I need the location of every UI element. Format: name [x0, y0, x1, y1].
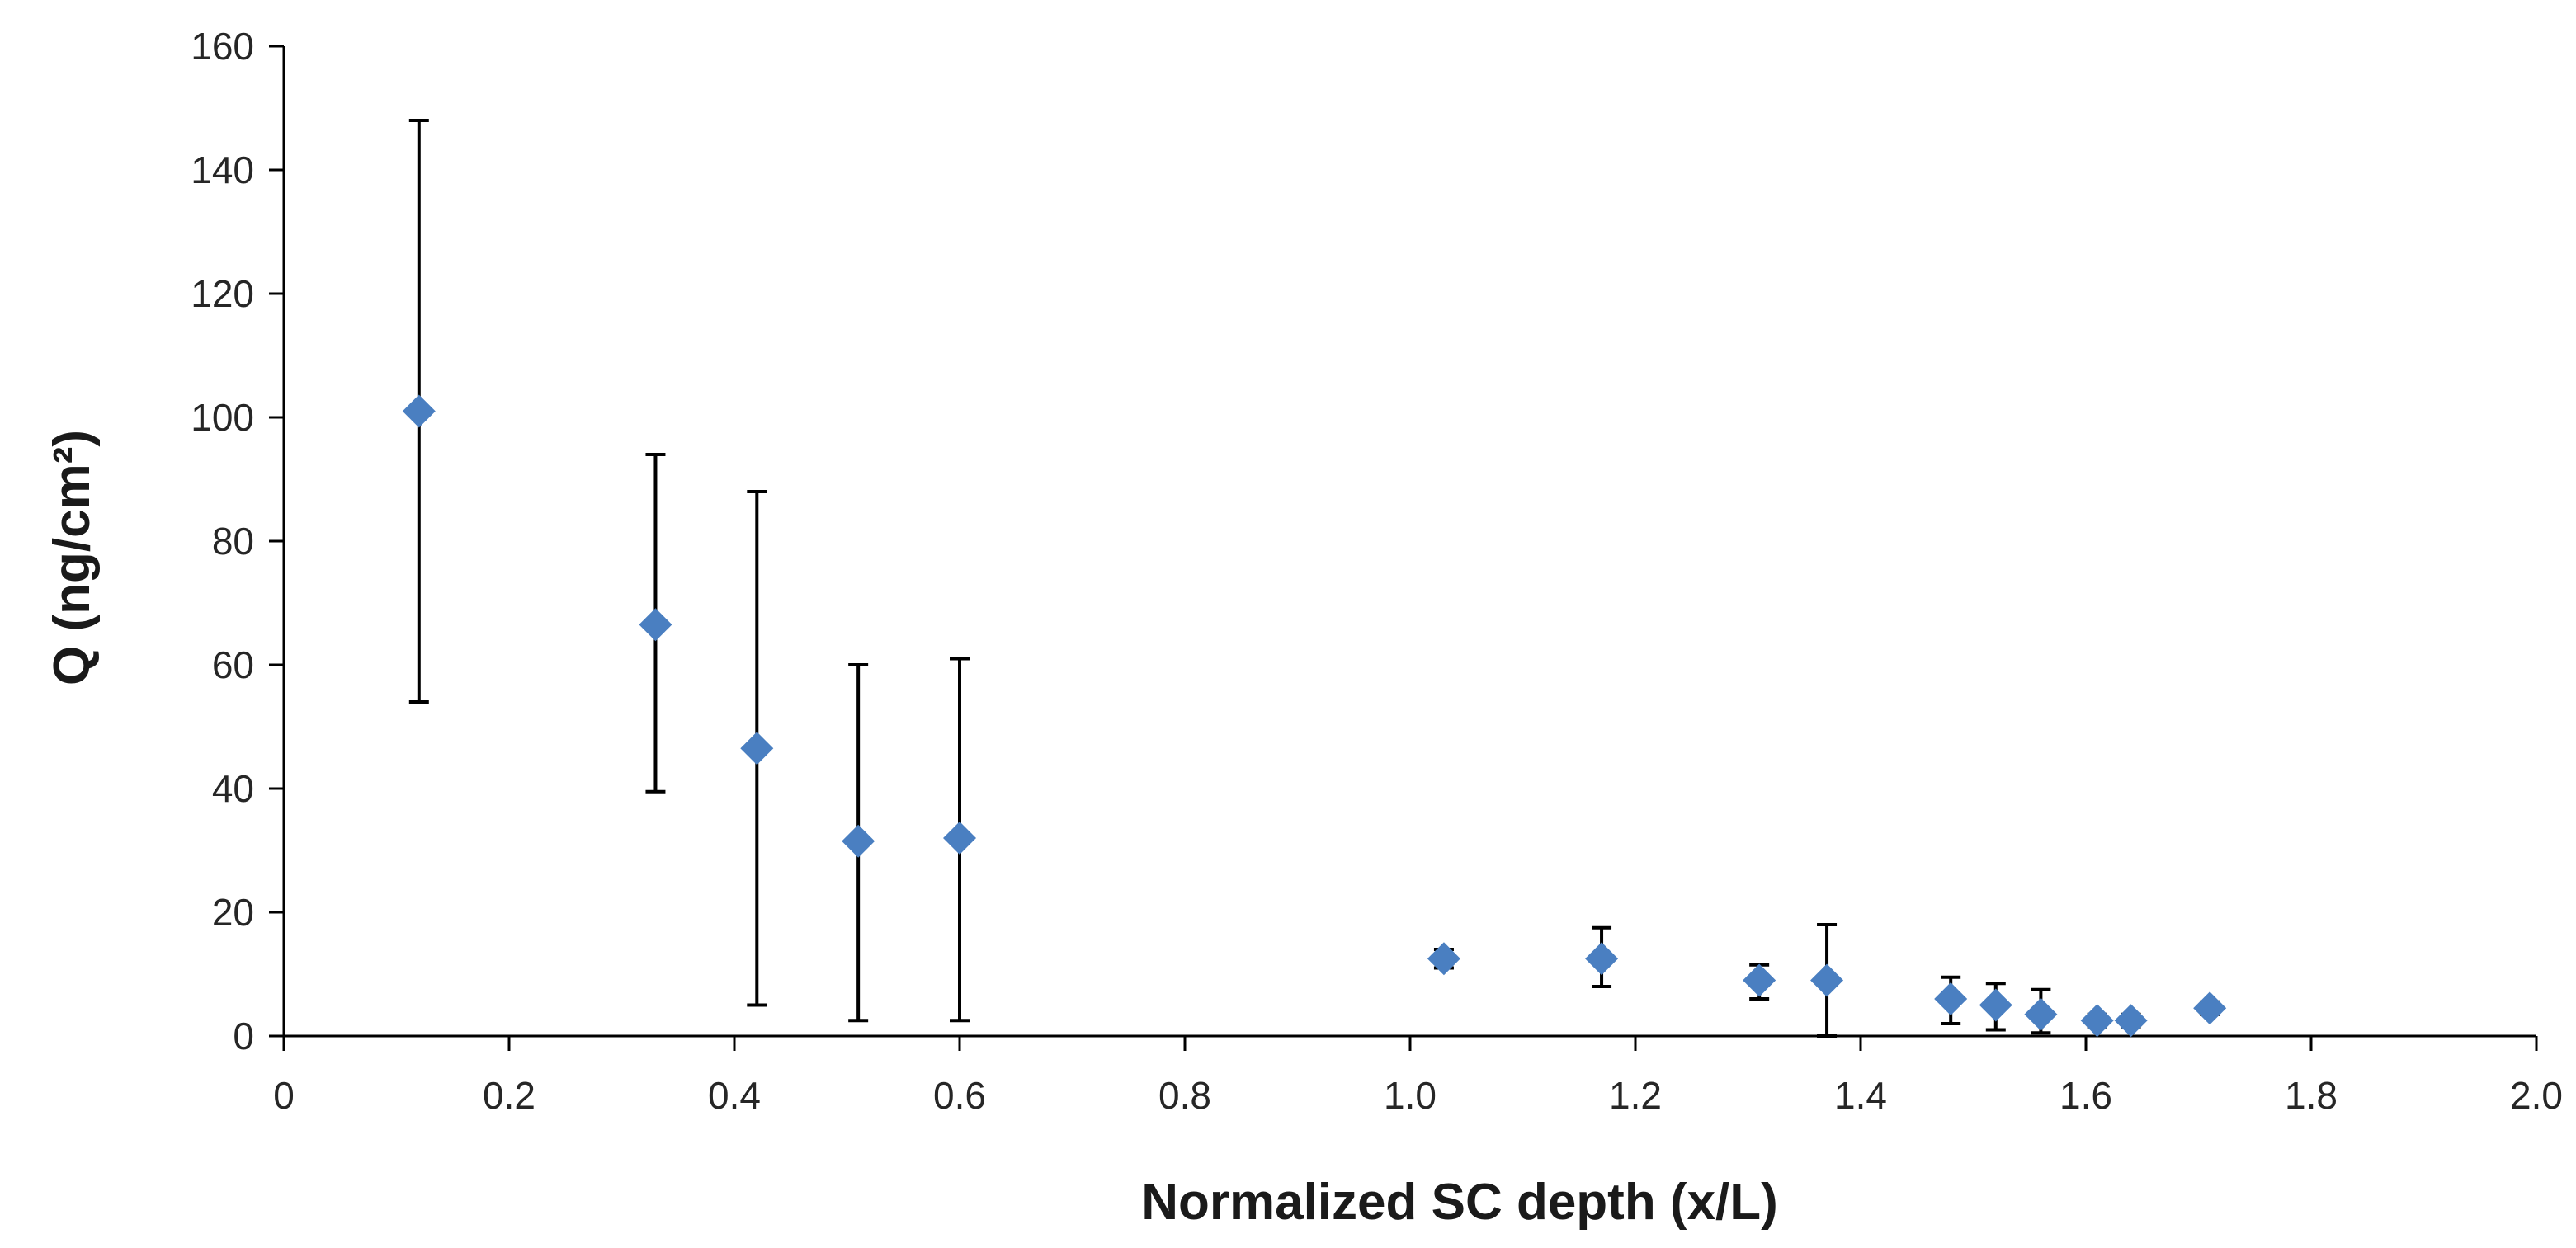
x-tick-label: 0.6	[933, 1074, 986, 1117]
data-point-marker	[639, 608, 672, 642]
x-tick-label: 0.8	[1158, 1074, 1211, 1117]
y-tick-label: 60	[212, 643, 254, 686]
data-point-marker	[2080, 1004, 2114, 1038]
y-tick-label: 80	[212, 520, 254, 563]
data-point-marker	[1979, 988, 2012, 1022]
x-tick-label: 1.8	[2285, 1074, 2338, 1117]
x-axis-ticks: 0 0.2 0.4 0.6 0.8 1.0 1.2 1.4 1.6 1.8 2.0	[273, 1036, 2563, 1117]
data-point-marker	[740, 732, 774, 765]
y-tick-label: 100	[191, 396, 254, 439]
y-tick-label: 120	[191, 272, 254, 315]
y-tick-label: 0	[233, 1015, 254, 1057]
y-axis-title: Q (ng/cm²)	[44, 430, 101, 685]
data-point-marker	[2024, 997, 2058, 1031]
x-axis-title: Normalized SC depth (x/L)	[1141, 1174, 1778, 1231]
data-point-marker	[943, 822, 976, 855]
y-axis-ticks: 0 20 40 60 80 100 120 140 160	[191, 25, 284, 1057]
data-point-marker	[2114, 1004, 2148, 1038]
x-tick-label: 0.2	[483, 1074, 535, 1117]
data-point-marker	[1810, 963, 1844, 997]
data-point-marker	[1427, 942, 1460, 976]
data-point-marker	[1743, 963, 1776, 997]
y-tick-label: 20	[212, 891, 254, 934]
error-bars	[408, 119, 2220, 1038]
data-point-marker	[842, 824, 875, 858]
data-point-marker	[2193, 991, 2227, 1025]
x-tick-label: 1.6	[2059, 1074, 2112, 1117]
y-tick-label: 140	[191, 148, 254, 191]
data-markers	[402, 394, 2227, 1038]
x-tick-label: 1.4	[1834, 1074, 1887, 1117]
x-tick-label: 0.4	[708, 1074, 761, 1117]
data-point-marker	[402, 394, 436, 428]
x-tick-label: 1.0	[1384, 1074, 1437, 1117]
x-tick-label: 1.2	[1609, 1074, 1662, 1117]
data-point-marker	[1585, 942, 1619, 976]
y-tick-label: 160	[191, 25, 254, 68]
x-tick-label: 0	[273, 1074, 295, 1117]
data-point-marker	[1934, 982, 1968, 1015]
x-tick-label: 2.0	[2510, 1074, 2563, 1117]
y-tick-label: 40	[212, 767, 254, 810]
